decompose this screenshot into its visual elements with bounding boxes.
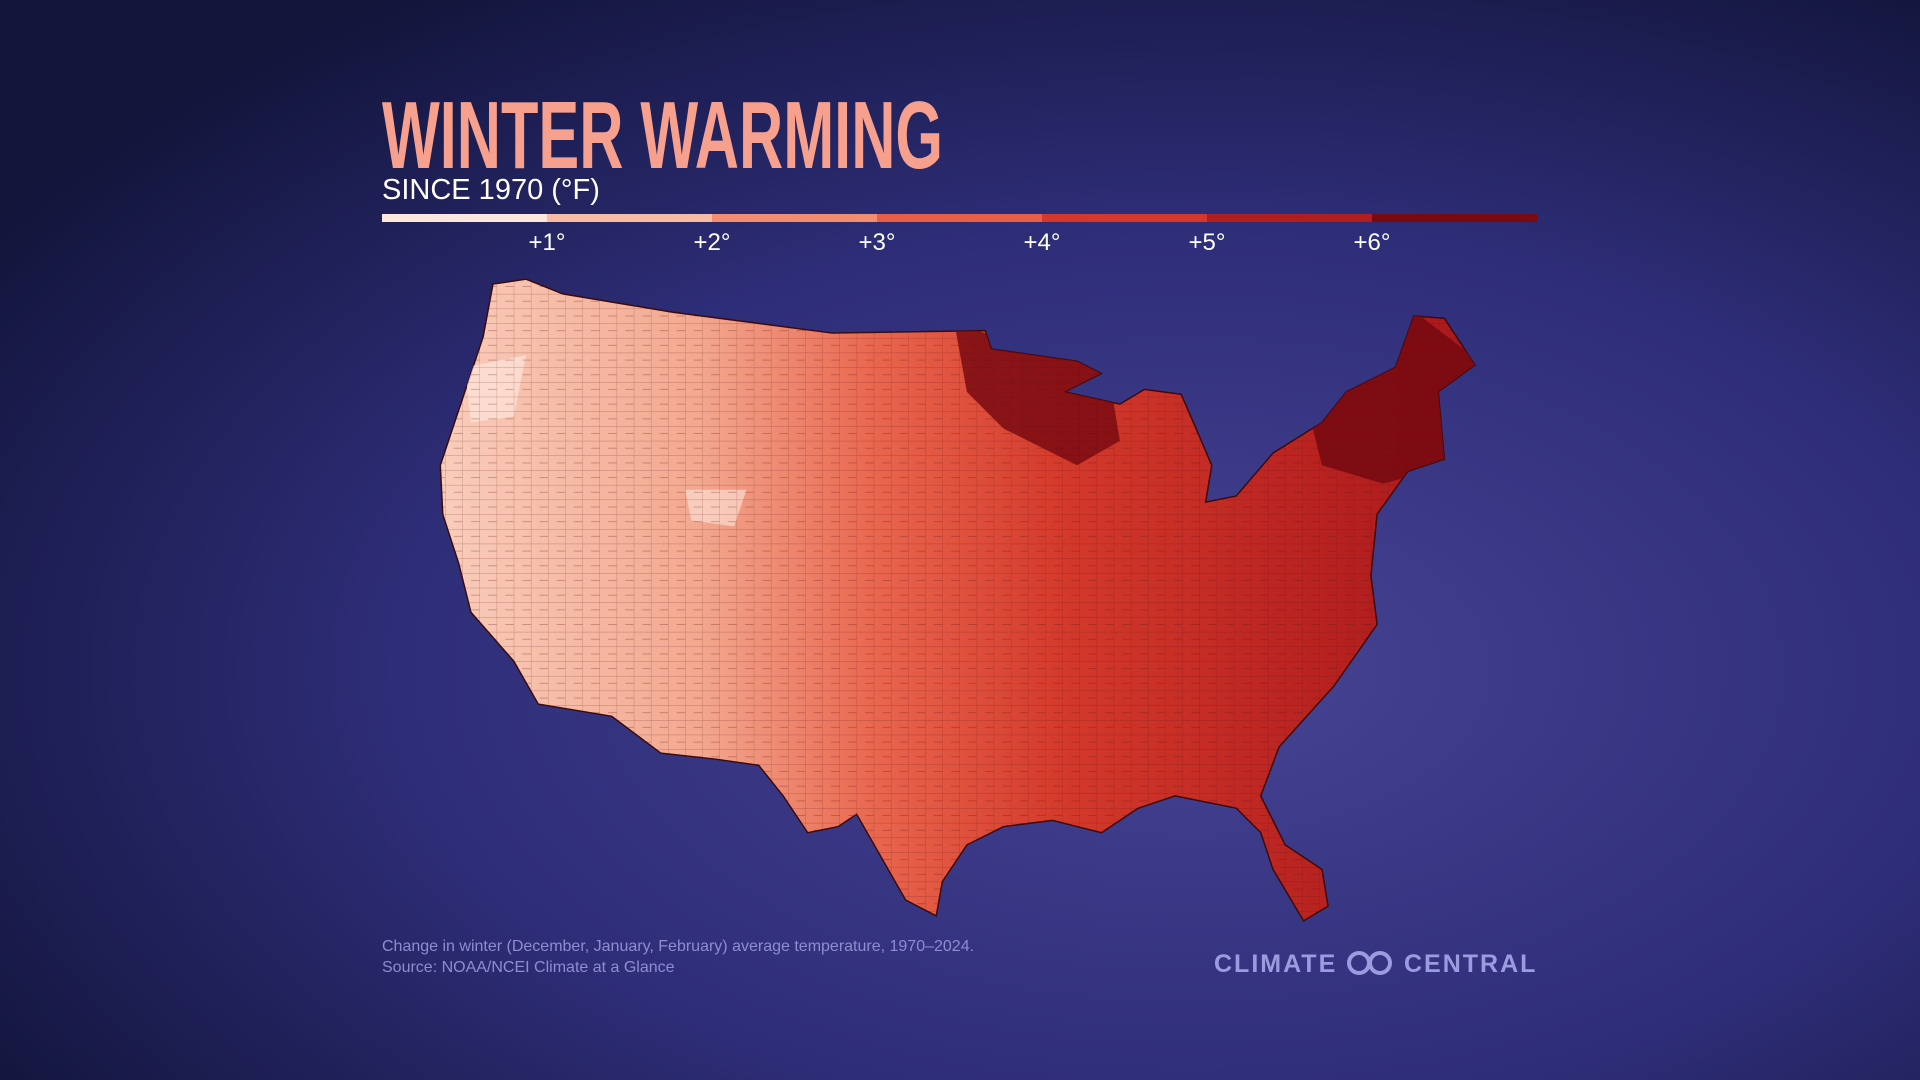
legend-swatch bbox=[547, 214, 713, 222]
logo-left: CLIMATE bbox=[1214, 950, 1337, 978]
legend-swatch bbox=[877, 214, 1043, 222]
logo-icon bbox=[1347, 951, 1392, 975]
legend-label: +4° bbox=[1024, 229, 1061, 256]
footnote: Change in winter (December, January, Feb… bbox=[382, 938, 974, 955]
source: Source: NOAA/NCEI Climate at a Glance bbox=[382, 959, 675, 976]
legend-label: +5° bbox=[1189, 229, 1226, 256]
legend-swatch bbox=[1042, 214, 1208, 222]
legend-label: +3° bbox=[859, 229, 896, 256]
subtitle: SINCE 1970 (°F) bbox=[382, 174, 600, 206]
legend: +1° +2° +3° +4° +5° +6° bbox=[382, 214, 1538, 256]
legend-swatch bbox=[1372, 214, 1538, 222]
title: WINTER WARMING bbox=[382, 82, 943, 189]
logo-right: CENTRAL bbox=[1404, 950, 1537, 978]
legend-swatch bbox=[712, 214, 878, 222]
legend-swatch bbox=[382, 214, 548, 222]
legend-swatch bbox=[1207, 214, 1373, 222]
legend-label: +2° bbox=[694, 229, 731, 256]
legend-label: +6° bbox=[1354, 229, 1391, 256]
legend-label: +1° bbox=[529, 229, 566, 256]
